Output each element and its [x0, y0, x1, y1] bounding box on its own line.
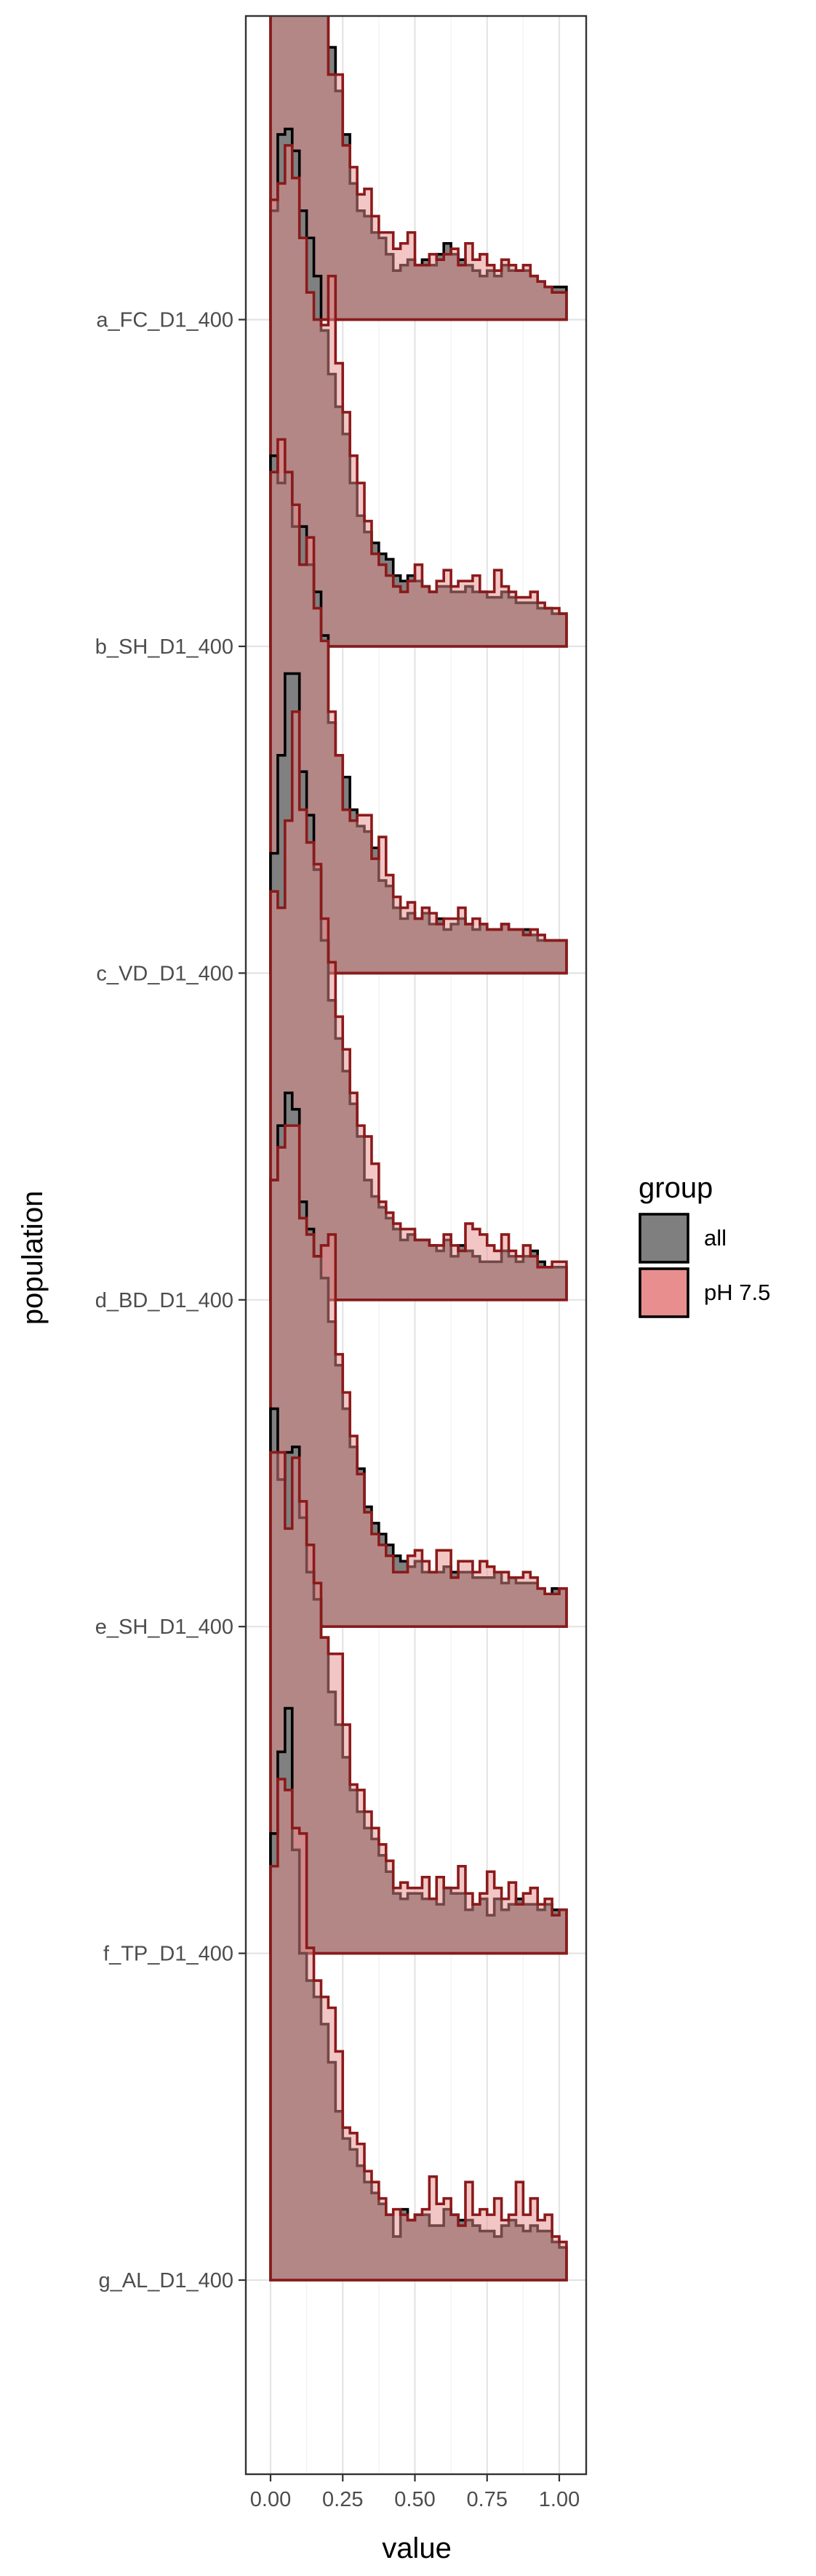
y-tick-label: c_VD_D1_400: [96, 962, 233, 985]
x-tick-label: 0.00: [250, 2488, 291, 2511]
x-axis-title: value: [382, 2532, 452, 2564]
ridge-d_BD_D1_400: [269, 672, 568, 1301]
ridge-b_SH_D1_400: [269, 127, 568, 648]
series-ph-area: [269, 1124, 568, 1628]
y-axis: g_AL_D1_400 f_TP_D1_400 e_SH_D1_400 d_BD_D1…: [95, 309, 246, 2292]
series-ph-area: [269, 438, 568, 975]
series-ph-area: [269, 144, 568, 648]
series-ph-area: [269, 1450, 568, 1955]
series-ph-area: [269, 1778, 568, 2282]
series-ph-area: [269, 16, 568, 321]
ridge-f_TP_D1_400: [269, 1407, 568, 1955]
x-tick-label: 1.00: [539, 2488, 580, 2511]
ridges: [269, 16, 568, 2282]
legend-label: pH 7.5: [704, 1280, 770, 1305]
y-tick-label: d_BD_D1_400: [95, 1289, 233, 1312]
panel-border: [244, 15, 588, 2476]
x-axis: 0.00 0.25 0.50 0.75 1.00: [250, 2474, 580, 2511]
ridge-g_AL_D1_400: [269, 1706, 568, 2282]
legend-key: [639, 1267, 689, 1318]
y-tick-label: e_SH_D1_400: [95, 1616, 233, 1639]
legend-label: all: [704, 1225, 727, 1251]
x-tick-label: 0.25: [322, 2488, 363, 2511]
legend-title: group: [639, 1172, 713, 1204]
legend: group all pH 7.5: [639, 1172, 770, 1318]
x-tick-label: 0.75: [467, 2488, 508, 2511]
y-tick-label: g_AL_D1_400: [99, 2269, 233, 2292]
legend-key: [639, 1213, 689, 1264]
plot-panel: [244, 15, 588, 2476]
y-tick-label: f_TP_D1_400: [103, 1943, 233, 1966]
series-ph-area: [269, 710, 568, 1301]
y-tick-label: a_FC_D1_400: [96, 309, 233, 332]
y-axis-title: population: [17, 1191, 49, 1325]
y-tick-label: b_SH_D1_400: [95, 635, 233, 659]
ridge-c_VD_D1_400: [269, 438, 568, 975]
x-tick-label: 0.50: [394, 2488, 435, 2511]
ridge-e_SH_D1_400: [269, 1091, 568, 1628]
ridge-a_FC_D1_400: [269, 16, 568, 321]
